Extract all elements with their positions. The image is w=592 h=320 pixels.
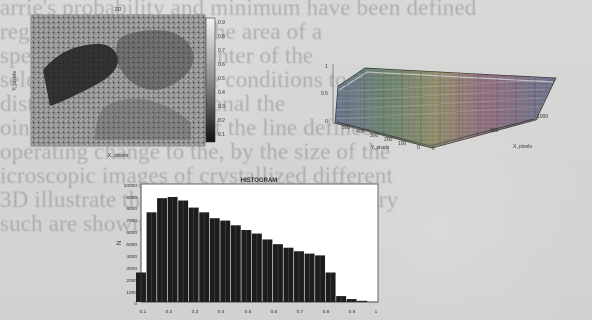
colorbar-tick: 0.1 bbox=[218, 132, 225, 138]
histogram-y-axis: 10000 9000 8000 7000 6000 5000 4000 3000… bbox=[124, 183, 142, 307]
surface-y-tick: 100 bbox=[398, 141, 407, 147]
histogram-x-tick-label: 0.7 bbox=[297, 309, 304, 315]
top-left-y-label: Y, pixels bbox=[12, 71, 18, 91]
histogram-x-tick-label: 0.3 bbox=[192, 309, 199, 315]
histogram-y-tick-label: 10000 bbox=[124, 183, 138, 189]
histogram-x-tick-label: 0.1 bbox=[140, 309, 147, 315]
histogram-panel: HISTOGRAM N 10000 9000 8000 7000 6000 50… bbox=[117, 178, 379, 315]
top-left-dark-region bbox=[43, 43, 118, 106]
surface-y-tick: 0 bbox=[417, 145, 420, 151]
surface-y-tick: 300 bbox=[370, 133, 379, 139]
surface-x-tick: 1000 bbox=[537, 114, 548, 120]
histogram-y-label: N bbox=[117, 241, 123, 245]
surface-y-tick: 200 bbox=[384, 137, 393, 143]
colorbar-tick: 0.2 bbox=[218, 118, 225, 124]
colorbar-tick: 0.9 bbox=[218, 20, 225, 26]
histogram-x-tick-label: 0.6 bbox=[271, 309, 278, 315]
surface-y-label: Y, pixels bbox=[371, 145, 390, 151]
colorbar-tick: 0.6 bbox=[218, 62, 225, 68]
surface-x-label: X, pixels bbox=[513, 144, 532, 150]
histogram-y-tick-label: 8000 bbox=[126, 206, 137, 212]
surface-z-tick: 0 bbox=[325, 119, 328, 125]
top-left-x-label: X, pixels bbox=[108, 153, 129, 159]
histogram-title: HISTOGRAM bbox=[241, 178, 278, 184]
top-left-panel: 2D X, pixels Y, pixels 0.9 0.8 0.7 0.6 0… bbox=[12, 7, 225, 159]
colorbar-tick: 0.8 bbox=[218, 34, 225, 40]
top-right-panel: 1 0.5 0 500 400 300 200 100 0 0 500 1000… bbox=[321, 64, 557, 152]
histogram-y-tick-label: 9000 bbox=[126, 195, 137, 201]
top-left-lower-region bbox=[95, 98, 191, 140]
colorbar-tick: 0.5 bbox=[218, 76, 225, 82]
top-left-title: 2D bbox=[114, 7, 121, 13]
histogram-y-tick-label: 0 bbox=[134, 301, 137, 307]
surface-x-tick: 500 bbox=[490, 128, 499, 134]
histogram-y-tick-label: 2000 bbox=[126, 278, 137, 284]
histogram-y-tick-label: 6000 bbox=[126, 230, 137, 236]
surface-z-tick: 0.5 bbox=[321, 91, 328, 97]
surface-z-tick: 1 bbox=[325, 64, 328, 70]
colorbar bbox=[205, 17, 216, 143]
surface-base-axis bbox=[332, 118, 539, 147]
histogram-y-tick-label: 3000 bbox=[126, 266, 137, 272]
histogram-x-tick-label: 1 bbox=[375, 309, 378, 315]
histogram-x-tick-label: 0.2 bbox=[166, 309, 173, 315]
histogram-y-tick-label: 4000 bbox=[126, 254, 137, 260]
histogram-y-tick-label: 5000 bbox=[126, 242, 137, 248]
colorbar-tick: 0.4 bbox=[218, 90, 225, 96]
surface-top-edge bbox=[338, 71, 554, 91]
histogram-x-tick-label: 0.9 bbox=[349, 309, 356, 315]
surface-grid bbox=[334, 70, 548, 145]
histogram-x-tick-label: 0.4 bbox=[218, 309, 225, 315]
top-left-mid-region bbox=[116, 30, 194, 90]
histogram-x-tick-label: 0.5 bbox=[245, 309, 252, 315]
surface-y-tick: 400 bbox=[356, 129, 365, 135]
colorbar-tick: 0.3 bbox=[218, 104, 225, 110]
histogram-y-tick-label: 7000 bbox=[126, 218, 137, 224]
surface-x-tick: 0 bbox=[432, 146, 435, 152]
surface-y-tick: 500 bbox=[342, 125, 351, 131]
histogram-spikes bbox=[140, 196, 374, 302]
histogram-x-tick-label: 0.8 bbox=[323, 309, 330, 315]
colorbar-tick: 0.7 bbox=[218, 48, 225, 54]
histogram-y-tick-label: 1000 bbox=[126, 290, 137, 296]
histogram-x-axis: 0.1 0.2 0.3 0.4 0.5 0.6 0.7 0.8 0.9 1 bbox=[140, 301, 378, 315]
